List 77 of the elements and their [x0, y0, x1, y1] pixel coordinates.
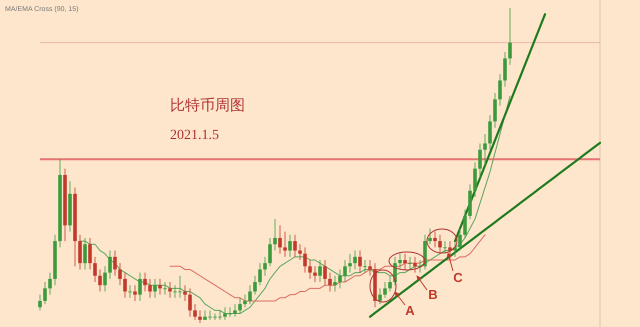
candlestick — [333, 275, 337, 292]
candlestick — [138, 272, 142, 302]
candlestick — [168, 282, 172, 298]
candlestick — [508, 8, 512, 66]
candlestick — [488, 114, 492, 150]
candlestick — [308, 260, 312, 280]
annotation: B — [428, 287, 438, 302]
candlestick — [493, 92, 497, 128]
candlestick — [318, 260, 322, 282]
candlestick — [408, 256, 412, 270]
candlestick — [438, 234, 442, 254]
candlestick — [328, 272, 332, 292]
candlestick — [193, 304, 197, 320]
candlestick — [103, 266, 107, 292]
candlestick — [283, 231, 287, 258]
candlestick — [503, 52, 507, 88]
candlestick — [403, 253, 407, 270]
candlestick — [108, 250, 112, 280]
candlestick — [238, 297, 242, 314]
candlestick — [118, 262, 122, 286]
candlestick — [88, 238, 92, 270]
candlestick — [383, 282, 387, 298]
candlestick — [298, 244, 302, 260]
candlestick — [358, 250, 362, 273]
candlestick — [348, 253, 352, 273]
candlestick — [93, 256, 97, 282]
annotation: A — [405, 303, 416, 318]
candlestick — [43, 282, 47, 304]
candlestick — [483, 134, 487, 166]
candlestick — [253, 275, 257, 296]
candlestick — [268, 238, 272, 267]
candlestick — [413, 256, 417, 273]
candlestick — [148, 278, 152, 298]
candlestick — [133, 284, 137, 302]
candlestick — [143, 272, 147, 292]
candlestick — [278, 224, 282, 254]
candlestick — [478, 143, 482, 178]
candlestick — [313, 266, 317, 282]
candlestick — [98, 269, 102, 292]
candlestick — [198, 310, 202, 324]
candlestick — [123, 272, 127, 298]
candlestick — [343, 260, 347, 282]
candlestick — [378, 288, 382, 304]
candlestick — [463, 209, 467, 238]
candlestick — [233, 304, 237, 318]
candlestick — [368, 260, 372, 276]
candlestick — [188, 288, 192, 318]
candlestick — [273, 218, 277, 251]
candlestick — [388, 275, 392, 292]
candlestick — [353, 250, 357, 270]
text: 2021.1.5 — [170, 128, 219, 143]
candlestick — [288, 234, 292, 258]
candlestick — [428, 228, 432, 245]
candlestick — [153, 278, 157, 298]
candlestick — [338, 269, 342, 289]
candlestick — [128, 284, 132, 298]
text: 比特币周图 — [170, 97, 245, 114]
candlestick — [78, 234, 82, 270]
candlestick — [113, 250, 117, 276]
candlestick — [263, 256, 267, 276]
candlestick — [83, 238, 87, 270]
candlestick — [433, 231, 437, 248]
candlestick — [243, 294, 247, 308]
candlestick — [458, 228, 462, 251]
candlestick — [158, 278, 162, 296]
candlestick — [258, 262, 262, 286]
candlestick — [303, 247, 307, 273]
candlestick — [38, 294, 42, 311]
candlestick — [473, 162, 477, 198]
candlestick — [293, 234, 297, 258]
candlestick — [183, 284, 187, 302]
candlestick — [48, 272, 52, 296]
annotation: C — [453, 270, 464, 285]
candlestick — [398, 253, 402, 270]
candlestick — [498, 74, 502, 106]
candlestick — [323, 260, 327, 286]
candlestick — [248, 284, 252, 304]
